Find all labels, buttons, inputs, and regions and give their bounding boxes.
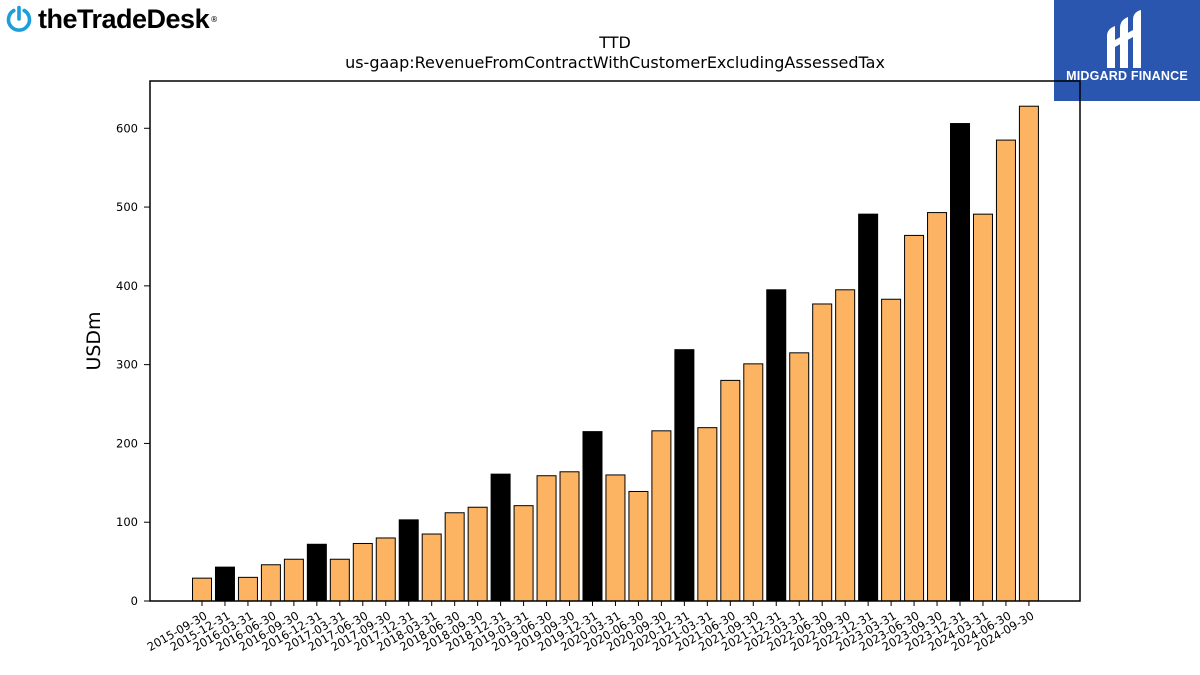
x-axis: 2015-09-302015-12-312016-03-312016-06-30… xyxy=(145,601,1036,654)
y-axis: 0 100 200 300 400 500 600 xyxy=(116,121,150,608)
y-tick-label: 0 xyxy=(131,594,138,608)
bar-2022-03-31 xyxy=(789,352,810,602)
bar-2021-03-31 xyxy=(697,427,718,602)
bar-2020-03-31 xyxy=(605,474,626,602)
bar-2019-06-30 xyxy=(536,475,557,602)
y-tick-label: 400 xyxy=(116,279,138,293)
bar-2018-09-30 xyxy=(467,506,488,602)
bar-2016-06-30 xyxy=(260,564,281,602)
midgard-finance-logo-text: MIDGARD FINANCE xyxy=(1066,69,1188,83)
bar-2021-06-30 xyxy=(720,379,741,602)
bar-2024-06-30 xyxy=(995,139,1016,602)
bar-2020-12-31 xyxy=(674,349,695,602)
bar-series xyxy=(192,105,1039,602)
bar-2017-06-30 xyxy=(352,542,373,602)
y-tick-label: 300 xyxy=(116,358,138,372)
y-tick-label: 200 xyxy=(116,436,138,450)
bar-2024-03-31 xyxy=(972,213,993,602)
chart-title: TTD xyxy=(598,33,631,52)
bar-2016-12-31 xyxy=(306,543,327,602)
bar-2023-06-30 xyxy=(904,234,925,602)
bar-2020-09-30 xyxy=(651,430,672,602)
y-tick-label: 600 xyxy=(116,121,138,135)
bar-2023-09-30 xyxy=(927,212,948,602)
bar-2018-03-31 xyxy=(421,533,442,602)
bar-2022-09-30 xyxy=(835,289,856,602)
bar-2017-03-31 xyxy=(329,558,350,602)
tradedesk-logo: theTradeDesk ® xyxy=(5,4,218,34)
y-tick-label: 500 xyxy=(116,200,138,214)
bar-2017-12-31 xyxy=(398,519,419,602)
bar-2023-03-31 xyxy=(881,298,902,602)
bar-2019-09-30 xyxy=(559,471,580,602)
bar-2015-09-30 xyxy=(192,577,212,602)
bar-2015-12-31 xyxy=(214,566,235,602)
bar-2021-09-30 xyxy=(743,363,764,602)
bar-2022-12-31 xyxy=(858,213,879,602)
y-axis-label: USDm xyxy=(83,311,105,370)
registered-mark: ® xyxy=(210,14,219,24)
bar-2018-12-31 xyxy=(490,473,511,602)
bar-2016-03-31 xyxy=(237,576,258,602)
bar-2017-09-30 xyxy=(375,537,396,602)
y-tick-label: 100 xyxy=(116,515,138,529)
midgard-finance-logo: MIDGARD FINANCE xyxy=(1054,0,1200,101)
bar-2022-06-30 xyxy=(812,303,833,602)
tradedesk-logo-text: theTradeDesk xyxy=(38,3,210,34)
bar-2021-12-31 xyxy=(766,289,787,602)
bar-2020-06-30 xyxy=(628,490,649,602)
bar-2018-06-30 xyxy=(444,512,465,602)
bar-2016-09-30 xyxy=(283,558,304,602)
bar-2019-03-31 xyxy=(513,505,534,602)
midgard-m-icon xyxy=(1107,10,1141,68)
bar-2023-12-31 xyxy=(950,123,971,602)
plot-frame xyxy=(149,80,1081,602)
power-icon xyxy=(6,5,32,32)
chart-subtitle: us-gaap:RevenueFromContractWithCustomerE… xyxy=(345,53,885,72)
bar-2024-09-30 xyxy=(1018,105,1039,602)
bar-2019-12-31 xyxy=(582,431,603,602)
